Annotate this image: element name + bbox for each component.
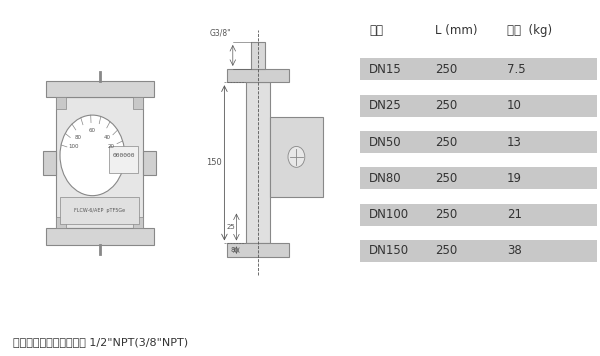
Bar	[46, 229, 154, 245]
Text: DN80: DN80	[369, 172, 401, 185]
Text: FLCW-6/AEP  pTF5Ge: FLCW-6/AEP pTF5Ge	[74, 208, 125, 213]
Bar	[56, 97, 66, 109]
Bar	[246, 82, 270, 244]
Bar	[109, 146, 138, 173]
FancyBboxPatch shape	[360, 204, 597, 226]
Text: 25: 25	[226, 224, 235, 230]
Bar	[133, 216, 143, 229]
FancyBboxPatch shape	[360, 95, 597, 117]
Text: DN150: DN150	[369, 245, 409, 257]
Text: DN100: DN100	[369, 208, 409, 221]
Text: 10: 10	[507, 99, 522, 112]
Bar	[43, 151, 56, 175]
Bar	[227, 244, 289, 257]
Text: 7.5: 7.5	[507, 63, 526, 76]
Text: 250: 250	[435, 172, 457, 185]
Text: 000000: 000000	[112, 153, 135, 158]
Text: 21: 21	[507, 208, 522, 221]
Bar	[46, 81, 154, 97]
FancyBboxPatch shape	[360, 167, 597, 189]
Bar	[60, 197, 139, 224]
Text: 38: 38	[507, 245, 522, 257]
Text: DN25: DN25	[369, 99, 402, 112]
Text: G3/8": G3/8"	[210, 28, 232, 37]
Text: L (mm): L (mm)	[435, 24, 478, 37]
Text: （保温夹套型）夹套接口 1/2"NPT(3/8"NPT): （保温夹套型）夹套接口 1/2"NPT(3/8"NPT)	[13, 337, 188, 347]
Text: DN15: DN15	[369, 63, 402, 76]
FancyBboxPatch shape	[360, 240, 597, 262]
Text: 250: 250	[435, 136, 457, 148]
Bar	[143, 151, 156, 175]
Circle shape	[288, 146, 305, 167]
Text: 口径: 口径	[369, 24, 383, 37]
Bar	[133, 97, 143, 109]
Text: 150: 150	[206, 158, 222, 167]
Text: 100: 100	[68, 144, 79, 149]
Text: 250: 250	[435, 99, 457, 112]
Circle shape	[60, 115, 125, 196]
Bar	[56, 97, 143, 229]
Text: 40: 40	[103, 135, 110, 140]
Bar	[56, 216, 66, 229]
Bar	[227, 69, 289, 82]
Text: 250: 250	[435, 208, 457, 221]
Text: 250: 250	[435, 63, 457, 76]
Text: 20: 20	[108, 144, 115, 149]
Text: 19: 19	[507, 172, 522, 185]
Text: DN50: DN50	[369, 136, 401, 148]
Text: 13: 13	[507, 136, 522, 148]
FancyBboxPatch shape	[360, 131, 597, 153]
Text: 8: 8	[230, 247, 235, 253]
Text: 重量  (kg): 重量 (kg)	[507, 24, 552, 37]
Text: 60: 60	[89, 127, 96, 132]
Text: 80: 80	[74, 135, 82, 140]
Text: 250: 250	[435, 245, 457, 257]
Bar	[251, 42, 265, 69]
FancyBboxPatch shape	[360, 58, 597, 80]
Bar	[270, 117, 323, 197]
